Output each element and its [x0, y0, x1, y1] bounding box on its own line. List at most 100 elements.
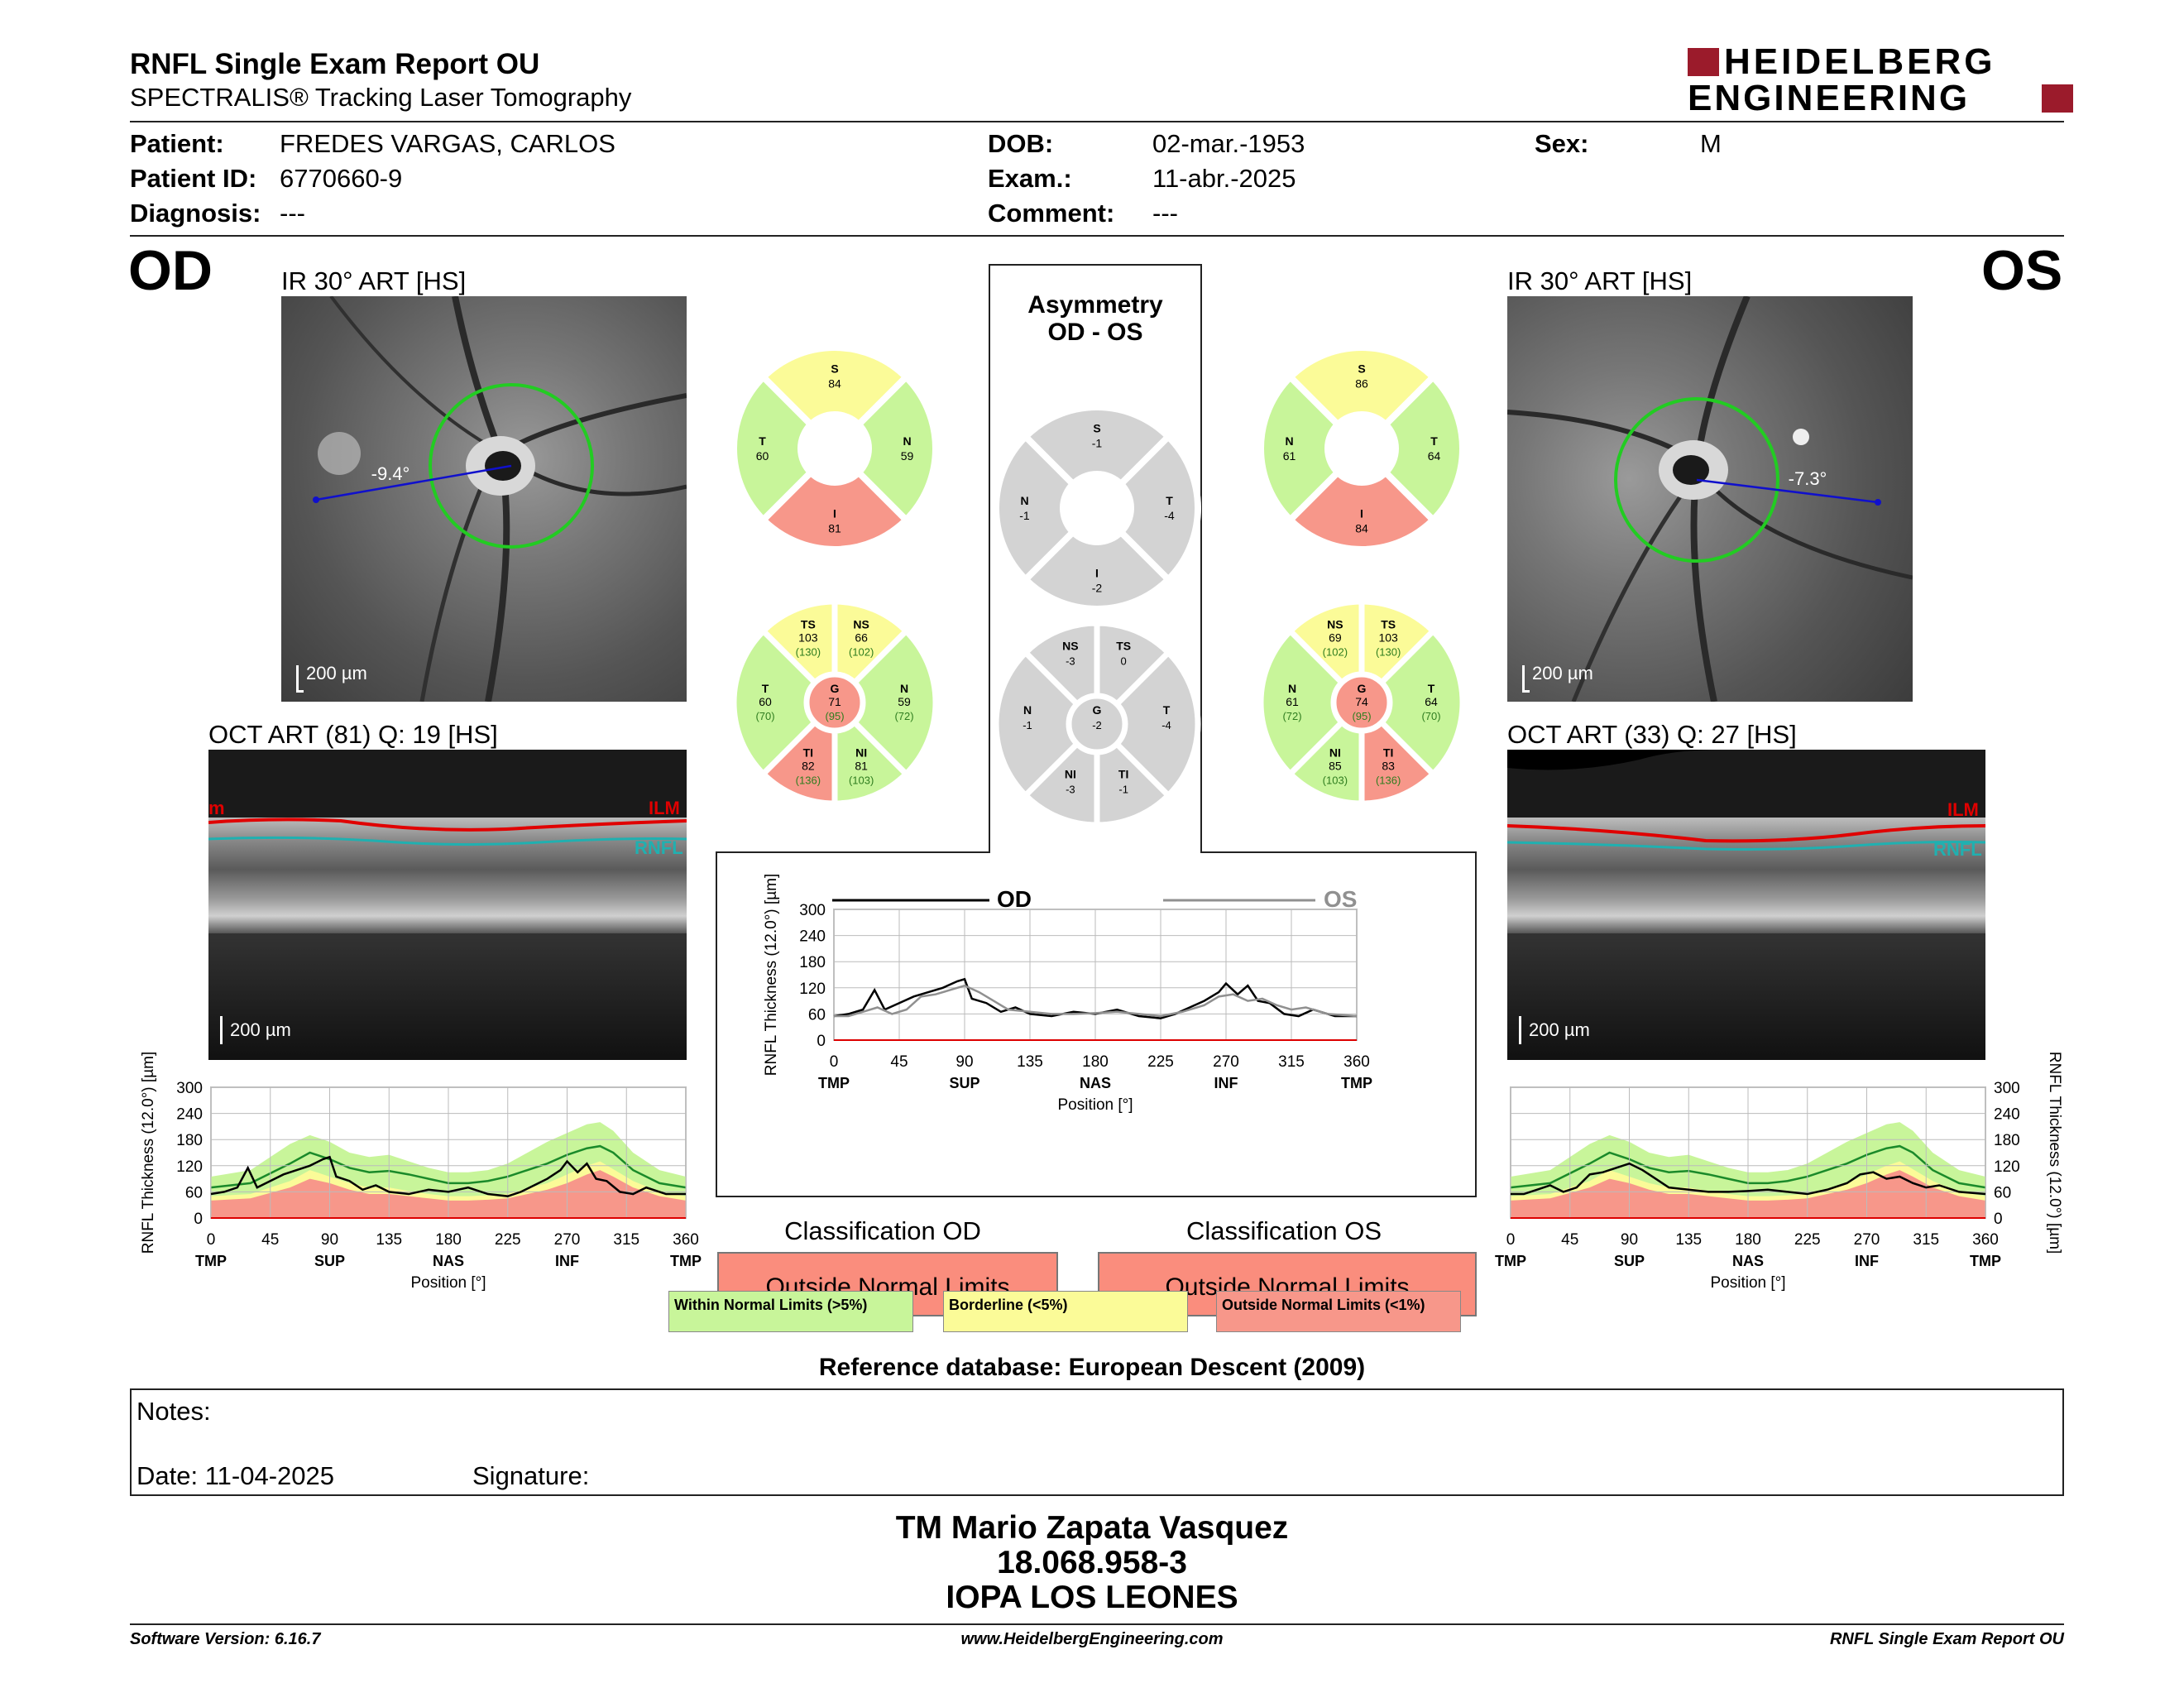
od-thickness-chart-xtick: 90: [321, 1231, 338, 1249]
asym-sector-TI-name: TI: [1118, 768, 1128, 781]
asym-sector-NI: [1021, 740, 1100, 828]
asym-sector-NS-value: -3: [1066, 655, 1075, 667]
od-sector-N: [850, 626, 939, 779]
asymmetry-title-line2: OD - OS: [1047, 319, 1143, 346]
os-thickness-chart-xregion: TMP: [1495, 1253, 1526, 1269]
os-sector-TS-normal: (130): [1376, 645, 1401, 658]
os-thickness-chart: 0 60 120 180 240 300 0 45 90 135 180 225 270 315 360 TM…: [1495, 1052, 2063, 1292]
od-sector-T: [730, 372, 816, 525]
od-thickness-chart-mean-line: [210, 1144, 687, 1189]
od-sector-T-normal: (70): [755, 710, 774, 722]
os-thickness-chart-xtick: 315: [1913, 1231, 1939, 1249]
os-sector-T: [1381, 372, 1466, 525]
os-sector-N-value: 61: [1286, 695, 1299, 708]
report-title: RNFL Single Exam Report OU: [130, 48, 540, 80]
od-oct-choroid: [208, 933, 687, 1060]
asym-sector-S-name: S: [1093, 422, 1100, 435]
asym-sector-NI-name: NI: [1065, 768, 1076, 781]
asymmetry-chart-xtick: 180: [1082, 1053, 1109, 1071]
od-sector-NS-value: 66: [855, 631, 868, 644]
diagnosis-label: Diagnosis:: [130, 199, 261, 228]
asymmetry-chart-xtick: 225: [1147, 1053, 1174, 1071]
os-sector-T-normal: (70): [1421, 710, 1440, 722]
od-fundus-annot-fovea-dot: [313, 496, 319, 503]
od-thickness-chart-xregion: INF: [555, 1253, 579, 1269]
od-sector-I: [759, 468, 911, 553]
os-sector-N-name: N: [1285, 434, 1293, 448]
od-sector-TI-value: 82: [802, 760, 815, 773]
examiner-block: TM Mario Zapata Vasquez 18.068.958-3 IOP…: [0, 1511, 2184, 1615]
os-eye-label: OS: [1981, 239, 2063, 302]
os-vessel: [1571, 477, 1696, 702]
os-sector-G: [1334, 674, 1390, 731]
os-scale-bar: 200 µm: [1522, 663, 1621, 693]
od-ilm-line: [208, 818, 687, 832]
od-sector-TS-name: TS: [801, 617, 816, 631]
asymmetry-chart-xtick: 90: [956, 1053, 973, 1071]
od-rnfl-line: [208, 836, 687, 846]
asym-sector-TS-name: TS: [1116, 639, 1131, 652]
os-ilm-label: ILM: [1947, 799, 1979, 820]
asym-sector4-diagram: S -1 N -1 I -2 T -4: [993, 404, 1201, 612]
os-sector-T-name: T: [1430, 434, 1438, 448]
od-thickness-chart-xtick: 270: [554, 1231, 581, 1249]
od-sector-I-name: I: [833, 507, 836, 520]
od-vessel: [329, 296, 490, 447]
od-thickness-chart-xtick: 360: [673, 1231, 699, 1249]
od-thickness-chart-series-OD: [210, 1155, 686, 1197]
os-lesion: [1793, 429, 1809, 445]
asymmetry-chart-xtick: 360: [1343, 1053, 1370, 1071]
os-rnfl-label: RNFL: [1933, 839, 1982, 860]
od-sector-T-value: 60: [759, 695, 772, 708]
os-thickness-chart-xregion: NAS: [1732, 1253, 1764, 1269]
asym-sector-S: [1021, 404, 1173, 489]
od-sector-TS: [759, 598, 838, 687]
asymmetry-chart-xregion: NAS: [1080, 1075, 1111, 1091]
asym-sector-TS-value: 0: [1121, 655, 1127, 667]
od-thickness-chart-ytick: 0: [194, 1211, 203, 1228]
od-sector-NS: [831, 598, 911, 687]
asym-sector-N: [993, 648, 1081, 800]
od-sector-I-value: 81: [828, 522, 841, 535]
od-fundus-annot-angle: -9.4°: [371, 463, 410, 484]
od-thickness-chart-xtick: 0: [207, 1231, 216, 1249]
od-sector-G-name: G: [831, 682, 840, 695]
os-thickness-chart-xtick: 0: [1506, 1231, 1516, 1249]
footer-website[interactable]: www.HeidelbergEngineering.com: [960, 1630, 1224, 1648]
os-sector-NS-value: 69: [1329, 631, 1342, 644]
od-oct-title: OCT ART (81) Q: 19 [HS]: [208, 720, 498, 749]
os-thickness-chart-xlabel: Position [°]: [1710, 1274, 1785, 1292]
os-sector-N: [1257, 626, 1346, 779]
asymmetry-chart-xregion: SUP: [949, 1075, 979, 1091]
asymmetry-chart-xtick: 315: [1278, 1053, 1305, 1071]
asym-sector-T-name: T: [1163, 703, 1171, 717]
os-thickness-chart-xtick: 45: [1561, 1231, 1578, 1249]
os-sector-G-value: 74: [1355, 695, 1368, 708]
asym-sector-TS: [1094, 620, 1173, 708]
od-sector-TS-normal: (130): [796, 645, 821, 658]
od-sector-G-value: 71: [828, 695, 841, 708]
logo-square-top: [1688, 48, 1719, 76]
od-thickness-chart-xtick: 135: [376, 1231, 402, 1249]
od-sector-N-normal: (72): [894, 710, 913, 722]
asymmetry-chart-ylabel: RNFL Thickness (12.0°) [µm]: [763, 874, 780, 1077]
footer-report: RNFL Single Exam Report OU: [1829, 1630, 2064, 1648]
od-sector-G-normal: (95): [825, 710, 844, 722]
patient-value: FREDES VARGAS, CARLOS: [280, 129, 615, 158]
exam-label: Exam.:: [988, 164, 1072, 193]
legend-within: Within Normal Limits (>5%): [668, 1291, 913, 1332]
od-thickness-chart-ylabel: RNFL Thickness (12.0°) [µm]: [140, 1052, 157, 1254]
os-sector-NI: [1286, 718, 1365, 807]
classification-od-title: Classification OD: [784, 1216, 981, 1245]
classification-os-title: Classification OS: [1185, 1216, 1382, 1245]
notes-box[interactable]: Notes: Date: 11-04-2025 Signature:: [130, 1388, 2064, 1496]
od-sector-T-value: 60: [756, 449, 769, 463]
os-oct-shadow: [1507, 750, 1722, 770]
os-ir-title: IR 30° ART [HS]: [1507, 266, 1693, 295]
od-thickness-chart-xregion: TMP: [670, 1253, 702, 1269]
od-oct-segmentation: [208, 818, 687, 846]
logo-square-bottom: [2042, 84, 2073, 113]
dob-label: DOB:: [988, 129, 1054, 158]
od-ilm-label: ILM: [649, 798, 680, 818]
os-sector-I-name: I: [1360, 507, 1363, 520]
